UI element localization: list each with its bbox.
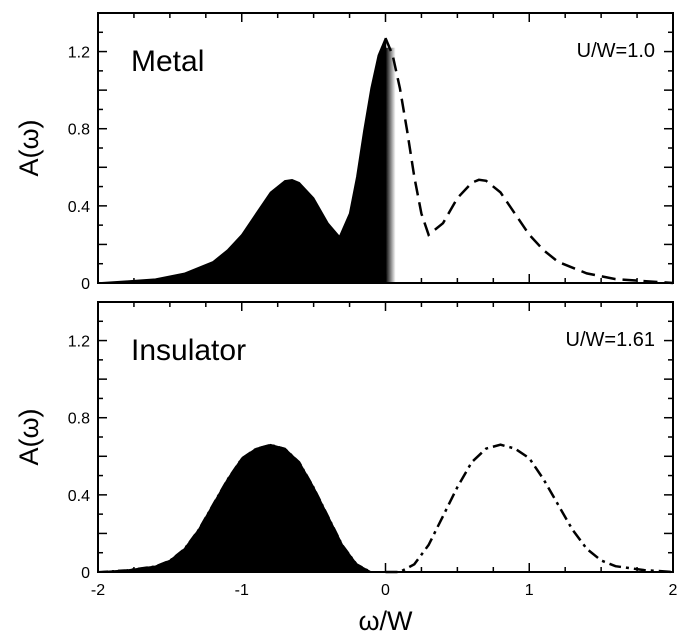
- insulator-x-tick-label: 1: [525, 582, 534, 599]
- metal-y-tick-label: 0.4: [68, 199, 90, 216]
- insulator-y-tick-label: 0.4: [68, 488, 90, 505]
- insulator-panel-label: Insulator: [131, 334, 246, 367]
- metal-panel-label: Metal: [131, 45, 204, 78]
- insulator-parameter-label: U/W=1.61: [566, 329, 655, 351]
- x-axis-title: ω/W: [358, 606, 413, 636]
- insulator-ticks-layer: 0 0.4 0.8 1.2 -2 -1 0 1 2: [68, 301, 678, 599]
- insulator-y-tick-label: 1.2: [68, 334, 90, 351]
- insulator-x-tick-label: 0: [381, 582, 390, 599]
- insulator-dash-dot-line: [385, 443, 674, 574]
- panel-metal: 0 0.4 0.8 1.2 Metal U/W=1.0 A(ω): [14, 12, 674, 293]
- insulator-y-axis-title: A(ω): [14, 408, 44, 465]
- insulator-y-tick-label: 0: [81, 565, 90, 582]
- metal-parameter-label: U/W=1.0: [577, 40, 655, 62]
- metal-y-tick-label: 0: [81, 276, 90, 293]
- insulator-filled-area: [97, 443, 386, 573]
- metal-y-axis-title: A(ω): [14, 119, 44, 176]
- insulator-x-tick-label: -1: [235, 582, 249, 599]
- metal-filled-area: [97, 37, 387, 284]
- metal-fermi-edge-shading: [385, 47, 396, 283]
- panel-insulator: 0 0.4 0.8 1.2 -2 -1 0 1 2 Insulator U/W=1.61 A(ω…: [14, 301, 678, 636]
- metal-ticks-layer: 0 0.4 0.8 1.2: [68, 12, 674, 293]
- metal-series-layer: [97, 37, 674, 285]
- insulator-series-layer: [97, 443, 674, 574]
- metal-y-tick-label: 1.2: [68, 45, 90, 62]
- insulator-x-tick-label: -2: [91, 582, 105, 599]
- metal-y-tick-label: 0.8: [68, 122, 90, 139]
- insulator-x-tick-label: 2: [669, 582, 678, 599]
- metal-dashed-line: [384, 37, 674, 285]
- insulator-y-tick-label: 0.8: [68, 411, 90, 428]
